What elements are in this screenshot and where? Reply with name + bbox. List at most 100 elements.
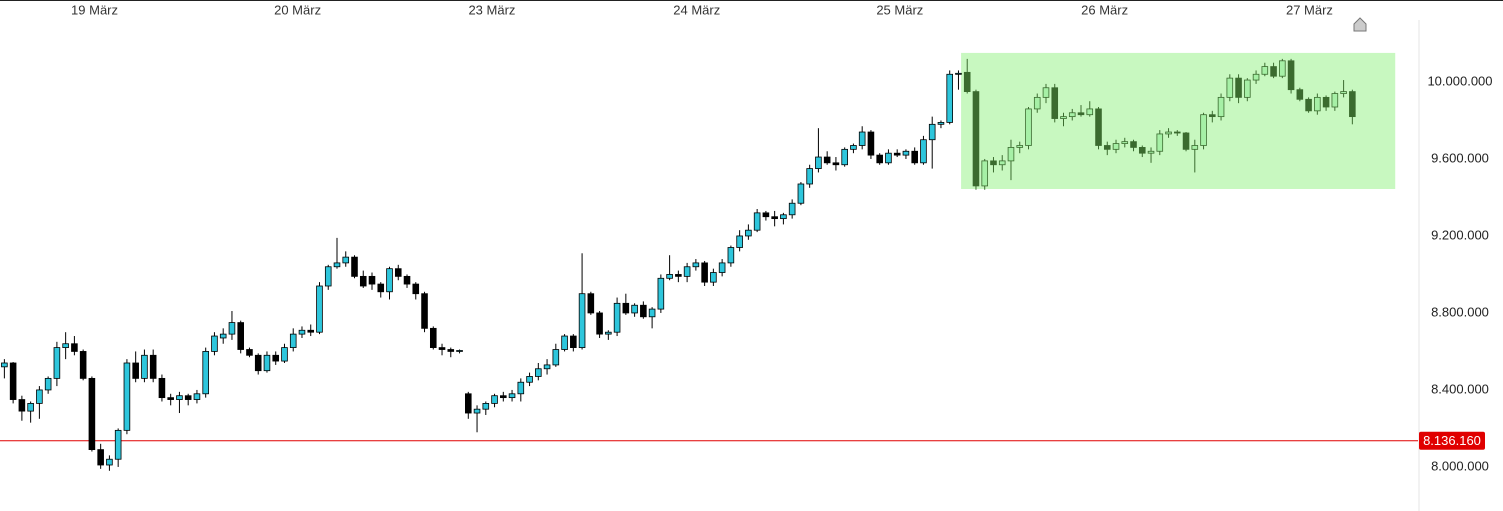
- candle-body: [1314, 96, 1321, 112]
- candle-body: [9, 362, 17, 400]
- candle-body: [823, 156, 831, 164]
- candle-body: [1121, 141, 1129, 144]
- candle-body: [692, 262, 700, 268]
- candle-body: [745, 229, 752, 237]
- candle-body: [1305, 98, 1312, 112]
- candle-body: [920, 139, 927, 164]
- candle-body: [552, 349, 560, 366]
- candle-body: [1349, 91, 1356, 118]
- candle-body: [508, 393, 516, 399]
- candle-body: [132, 362, 139, 379]
- candle-body: [1042, 87, 1050, 98]
- candle-body: [254, 354, 262, 372]
- candle-body: [876, 154, 883, 164]
- candle-body: [605, 331, 612, 335]
- candle-body: [1016, 145, 1024, 148]
- current-price-box: [1419, 431, 1485, 450]
- candle-body: [928, 123, 936, 141]
- x-tick-label: 27 März: [1286, 2, 1333, 17]
- current-price-label: 8.136.160: [1423, 433, 1481, 448]
- candle-body: [727, 247, 735, 264]
- candle-body: [1340, 91, 1347, 94]
- candle-body: [1200, 114, 1207, 146]
- candle-body: [333, 262, 341, 268]
- candle-body: [324, 266, 332, 287]
- candle-body: [114, 429, 122, 460]
- candle-body: [193, 393, 201, 400]
- candle-body: [141, 354, 148, 379]
- candle-body: [342, 256, 350, 264]
- candle-body: [1252, 73, 1260, 81]
- candle-body: [1147, 150, 1155, 154]
- candle-body: [666, 274, 673, 279]
- candle-body: [289, 333, 297, 348]
- candle-body: [517, 381, 525, 395]
- candle-body: [963, 71, 971, 93]
- candle-body: [412, 283, 420, 295]
- candle-body: [1007, 147, 1015, 162]
- y-tick-label: 8.000.000: [1431, 458, 1489, 473]
- candle-body: [622, 302, 630, 314]
- x-tick-label: 19 März: [71, 2, 118, 17]
- candle-body: [850, 145, 857, 150]
- candle-body: [1244, 79, 1251, 98]
- candle-body: [1060, 116, 1067, 119]
- candle-body: [736, 235, 743, 248]
- candle-body: [1287, 60, 1295, 91]
- candle-body: [998, 160, 1006, 166]
- candle-body: [421, 293, 428, 329]
- candle-body: [491, 395, 498, 404]
- candle-body: [815, 156, 822, 169]
- candle-body: [79, 351, 87, 379]
- candle-body: [316, 285, 323, 333]
- candle-body: [53, 347, 61, 379]
- candle-body: [62, 343, 69, 348]
- candle-body: [1130, 141, 1137, 148]
- candle-body: [158, 377, 166, 399]
- candle-body: [797, 183, 805, 204]
- candle-body: [18, 399, 26, 412]
- y-tick-label: 9.600.000: [1431, 150, 1489, 165]
- candle-body: [1261, 66, 1269, 75]
- candle-body: [1138, 147, 1146, 154]
- candle-body: [718, 262, 726, 273]
- candle-body: [368, 275, 376, 285]
- candle-body: [281, 347, 288, 362]
- candle-body: [885, 152, 892, 164]
- candle-body: [990, 160, 997, 166]
- candle-body: [394, 268, 402, 277]
- candle-body: [44, 377, 52, 391]
- candle-body: [955, 72, 962, 75]
- candle-body: [1182, 132, 1190, 150]
- candle-body: [1235, 77, 1242, 98]
- candle-body: [202, 351, 209, 395]
- candle-body: [1086, 108, 1094, 116]
- candle-body: [71, 343, 78, 352]
- candle-body: [1296, 89, 1304, 100]
- candle-body: [675, 274, 682, 277]
- candle-body: [657, 277, 665, 310]
- candle-body: [1, 362, 8, 368]
- candle-body: [1165, 131, 1172, 135]
- candle-body: [377, 283, 385, 293]
- candle-body: [473, 408, 481, 414]
- candle-body: [648, 308, 656, 318]
- candle-body: [351, 256, 358, 277]
- candle-body: [298, 329, 306, 335]
- candle-body: [806, 168, 813, 185]
- candle-body: [447, 349, 455, 352]
- candle-body: [184, 395, 192, 400]
- candle-body: [710, 272, 717, 283]
- home-icon[interactable]: [1353, 17, 1367, 32]
- candle-body: [640, 304, 647, 318]
- x-tick-label: 20 März: [274, 2, 321, 17]
- candle-body: [867, 131, 875, 156]
- candle-body: [526, 376, 533, 383]
- candle-body: [788, 202, 796, 216]
- candle-body: [429, 327, 437, 348]
- candle-body: [937, 121, 945, 125]
- candle-body: [1068, 112, 1076, 118]
- candle-body: [1226, 77, 1234, 98]
- candle-body: [841, 148, 848, 166]
